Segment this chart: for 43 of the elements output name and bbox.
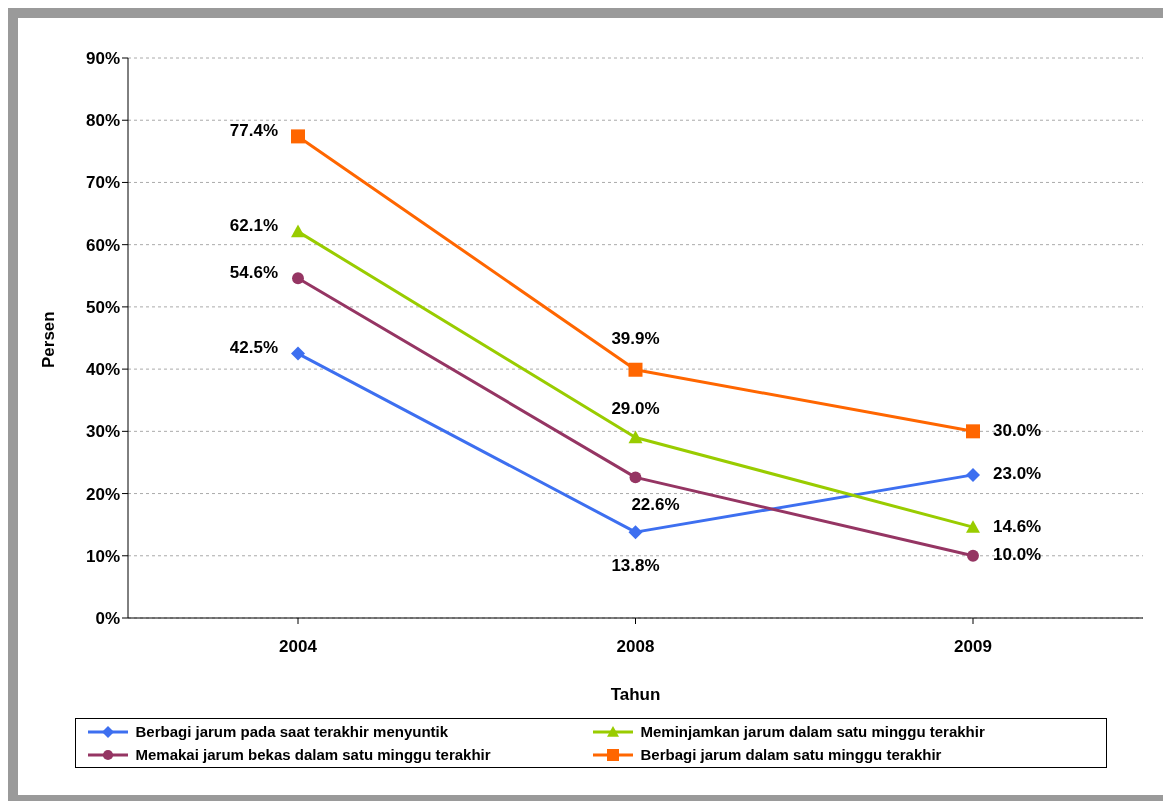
y-tick-label: 50% bbox=[85, 297, 120, 317]
data-label: 30.0% bbox=[993, 420, 1042, 440]
point bbox=[628, 430, 643, 444]
point bbox=[628, 362, 643, 377]
y-tick-label: 0% bbox=[95, 609, 120, 629]
y-tick-label: 30% bbox=[85, 422, 120, 442]
data-label: 10.0% bbox=[993, 545, 1042, 565]
legend-label: Meminjamkan jarum dalam satu minggu terakhir bbox=[640, 723, 985, 740]
legend-label: Berbagi jarum pada saat terakhir menyuntik bbox=[135, 723, 449, 740]
data-label: 77.4% bbox=[229, 120, 278, 140]
x-tick-label: 2004 bbox=[279, 637, 318, 657]
y-tick-label: 20% bbox=[85, 484, 120, 504]
data-label: 42.5% bbox=[229, 338, 278, 358]
x-axis-title: Tahun bbox=[610, 685, 661, 704]
legend-label: Memakai jarum bekas dalam satu minggu terakhir bbox=[135, 746, 491, 763]
data-label: 13.8% bbox=[611, 555, 660, 575]
data-label: 23.0% bbox=[993, 464, 1042, 484]
y-tick-label: 40% bbox=[85, 360, 120, 380]
x-tick-label: 2008 bbox=[616, 637, 655, 657]
data-label: 14.6% bbox=[993, 516, 1042, 536]
data-label: 29.0% bbox=[611, 399, 660, 419]
y-axis-title: Persen bbox=[39, 311, 59, 368]
y-tick-label: 80% bbox=[85, 111, 120, 131]
data-label: 22.6% bbox=[631, 494, 680, 514]
point bbox=[292, 272, 304, 285]
y-tick-label: 60% bbox=[85, 235, 120, 255]
y-tick-label: 10% bbox=[85, 546, 120, 566]
x-tick-label: 2009 bbox=[954, 637, 992, 657]
point bbox=[966, 424, 980, 439]
y-tick-label: 70% bbox=[85, 173, 120, 193]
y-tick-label: 90% bbox=[85, 49, 120, 69]
point bbox=[291, 129, 305, 144]
point bbox=[966, 467, 980, 482]
point bbox=[966, 520, 980, 533]
data-label: 62.1% bbox=[229, 216, 278, 236]
data-label: 39.9% bbox=[611, 329, 660, 349]
legend-label: Berbagi jarum dalam satu minggu terakhir bbox=[640, 746, 942, 763]
point bbox=[628, 525, 643, 540]
data-label: 54.6% bbox=[229, 262, 278, 282]
point bbox=[291, 224, 305, 238]
point bbox=[629, 471, 642, 484]
point bbox=[967, 549, 979, 562]
point bbox=[291, 346, 305, 361]
